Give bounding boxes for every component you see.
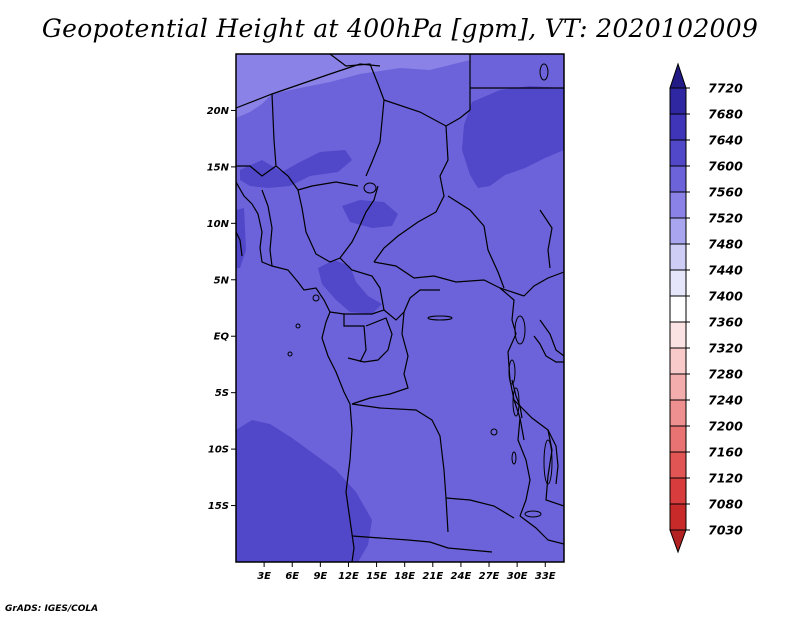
lon-tick-label: 15E: [366, 571, 387, 582]
longitude-axis: 3E 6E 9E 12E 15E 18E 21E 24E 27E 30E 33E: [257, 562, 556, 582]
colorbar-swatch: [669, 295, 687, 323]
lat-tick-label: 20N: [207, 106, 230, 117]
colorbar-swatch: [669, 269, 687, 297]
height-field-high-sw: [236, 420, 372, 562]
lat-tick-label: 5S: [215, 388, 229, 399]
colorbar-label: 7440: [708, 263, 743, 278]
height-field-high-ne: [462, 86, 564, 188]
colorbar-swatch: [669, 503, 687, 531]
colorbar-swatch: [669, 321, 687, 349]
colorbar-label: 7640: [708, 133, 743, 148]
colorbar-label: 7080: [708, 497, 743, 512]
colorbar-label: 7360: [708, 315, 743, 330]
lat-tick-label: 5N: [214, 275, 230, 286]
colorbar-swatch: [669, 113, 687, 141]
colorbar-swatch: [669, 191, 687, 219]
footer-credit: GrADS: IGES/COLA: [5, 604, 99, 614]
colorbar-max-triangle: [669, 62, 687, 89]
colorbar-label: 7120: [708, 471, 743, 486]
colorbar-label: 7400: [708, 289, 743, 304]
lon-tick-label: 3E: [257, 571, 271, 582]
colorbar-swatch: [669, 139, 687, 167]
map-title: Geopotential Height at 400hPa [gpm], VT:…: [41, 14, 759, 43]
lon-tick-label: 12E: [338, 571, 359, 582]
colorbar-swatch: [669, 243, 687, 271]
colorbar-swatch: [669, 425, 687, 453]
lakes: [287, 63, 553, 518]
colorbar-label: 7480: [708, 237, 743, 252]
lon-tick-label: 9E: [313, 571, 327, 582]
lon-tick-label: 21E: [422, 571, 443, 582]
height-field-high-cameroon: [318, 260, 382, 314]
lat-tick-label: 10N: [207, 219, 230, 230]
colorbar-label: 7160: [708, 445, 743, 460]
map-frame: [235, 53, 565, 563]
lat-tick-label: 15S: [208, 501, 229, 512]
height-field-high-west: [240, 150, 352, 188]
lat-tick-label: 10S: [208, 445, 229, 456]
lat-tick-label: 15N: [207, 162, 230, 173]
colorbar-label: 7720: [708, 81, 743, 96]
colorbar-label: 7030: [708, 523, 743, 538]
height-field-high-coast: [236, 208, 246, 268]
height-field-high-central: [342, 200, 398, 228]
colorbar-label: 7240: [708, 393, 743, 408]
colorbar: 7030 7080 7120 7160 7200 7240 7280 7320 7360 7400…: [669, 62, 743, 554]
colorbar-swatch: [669, 217, 687, 245]
lon-tick-label: 33E: [535, 571, 556, 582]
colorbar-swatch: [669, 347, 687, 375]
height-field-low-nw: [236, 54, 470, 118]
lon-tick-label: 24E: [451, 571, 472, 582]
colorbar-label: 7280: [708, 367, 743, 382]
lon-tick-label: 27E: [479, 571, 500, 582]
colorbar-label: 7680: [708, 107, 743, 122]
colorbar-label: 7560: [708, 185, 743, 200]
colorbar-min-triangle: [669, 529, 687, 554]
lat-tick-label: EQ: [214, 332, 230, 343]
colorbar-swatch: [669, 477, 687, 505]
lon-tick-label: 6E: [285, 571, 299, 582]
colorbar-label: 7200: [708, 419, 743, 434]
lon-tick-label: 30E: [507, 571, 528, 582]
colorbar-label: 7520: [708, 211, 743, 226]
lon-tick-label: 18E: [394, 571, 415, 582]
colorbar-label: 7320: [708, 341, 743, 356]
colorbar-label: 7600: [708, 159, 743, 174]
colorbar-swatch: [669, 451, 687, 479]
colorbar-swatch: [669, 87, 687, 115]
colorbar-swatch: [669, 399, 687, 427]
colorbar-swatch: [669, 165, 687, 193]
latitude-axis: 20N 15N 10N 5N EQ 5S 10S 15S: [207, 106, 236, 512]
colorbar-swatch: [669, 373, 687, 401]
country-borders: [236, 54, 564, 562]
